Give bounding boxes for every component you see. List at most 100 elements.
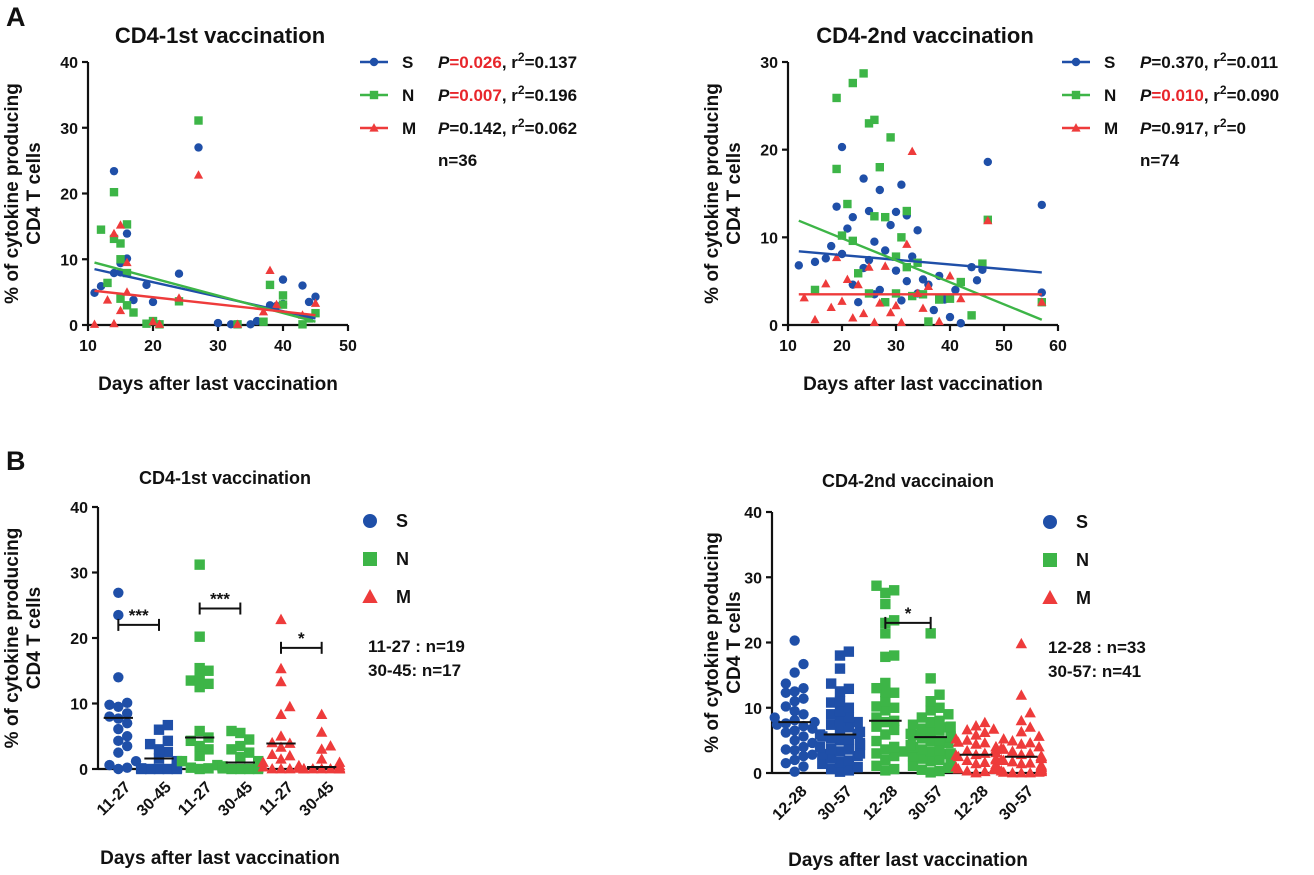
b2-point-s (798, 761, 809, 772)
b2-point-s (789, 766, 800, 777)
b2-point-n (934, 765, 945, 777)
a2-ylabel-line-1: % of cytokine producing (702, 83, 723, 304)
b2-point-m (1015, 689, 1028, 700)
a2-stat-n: P=0.010, r2=0.090 (1140, 83, 1279, 105)
a1-point-m (232, 319, 243, 328)
b2-point-s (789, 635, 800, 646)
b1-point-n (194, 662, 205, 674)
b2-point-m (950, 749, 962, 760)
a2-point-m (826, 302, 836, 312)
b2-point-s (834, 746, 846, 757)
b1-point-s (144, 763, 156, 775)
b2-point-n (925, 735, 936, 747)
b2-point-n (888, 615, 900, 626)
a1-legend-label-s: S (402, 53, 413, 72)
b1-point-m (315, 708, 328, 720)
b2-point-s (843, 683, 855, 695)
a2-point-n (902, 206, 911, 216)
a2-stat-p-label-n: P (1140, 86, 1152, 105)
b2-point-s (780, 678, 792, 689)
b1-legend-marker-m (362, 588, 378, 603)
a2-stat-r-value-n: =0.090 (1227, 86, 1279, 105)
b1-ytick-label: 40 (70, 500, 88, 517)
b1-category-label: 30-45 (134, 779, 175, 820)
a1-point-n (116, 239, 125, 248)
b1-sig-label: * (298, 629, 305, 648)
b2-point-s (825, 743, 837, 755)
b1-point-m (315, 743, 328, 754)
b2-point-n (925, 716, 936, 728)
a2-point-m (891, 300, 901, 310)
a2-fit-line-n (798, 219, 1043, 321)
b1-point-n (253, 755, 264, 767)
b1-n-range: 30-45 (368, 661, 411, 680)
a1-point-m (310, 298, 321, 307)
b2-point-s (834, 696, 846, 707)
a2-point-n (854, 269, 863, 278)
a2-point-n (881, 298, 890, 307)
a1-xtick-label: 20 (144, 338, 162, 355)
a1-point-n (103, 278, 112, 288)
a2-ytick-label: 20 (760, 143, 778, 160)
a1-point-s (174, 269, 184, 278)
b2-point-m (987, 723, 1000, 734)
b2-point-n (905, 728, 916, 740)
b2-n-sep: : (1091, 638, 1106, 657)
b2-point-n (943, 737, 954, 749)
a2-point-s (956, 319, 965, 328)
b1-point-s (113, 747, 124, 758)
b2-point-n (934, 735, 945, 746)
b1-ylabel-line-2: CD4 T cells (24, 587, 45, 689)
a1-stat-p-label-m: P (438, 119, 450, 138)
b2-point-m (1006, 735, 1019, 746)
a2-stat-r-value-s: =0.011 (1227, 53, 1279, 72)
b2-point-n (871, 721, 882, 732)
chart-a1-cd4-1st-vaccination-regression: CD4-1st vaccination % of cytokine produci… (2, 23, 577, 395)
a1-point-m (115, 220, 126, 229)
a2-point-s (951, 285, 960, 295)
a2-point-n (945, 294, 955, 303)
a2-point-m (934, 316, 944, 326)
b2-legend-label-m: M (1076, 588, 1091, 608)
b1-point-s (153, 763, 165, 775)
b2-point-s (834, 766, 846, 777)
b2-point-m (1024, 706, 1036, 718)
b2-point-s (789, 714, 800, 726)
b1-point-n (235, 740, 246, 752)
b1-ytick-label: 10 (70, 697, 88, 714)
a2-legend-marker-s (1071, 57, 1081, 67)
a1-xtick-label: 50 (339, 338, 357, 355)
b2-point-m (979, 737, 991, 748)
a1-ylabel-line-2: CD4 T cells (24, 142, 45, 244)
a2-stat-p-value-m: =0.917 (1151, 119, 1203, 138)
b2-category-label: 30-57 (996, 783, 1037, 824)
a2-point-s (794, 261, 803, 270)
a2-xtick-label: 10 (779, 338, 797, 355)
b2-point-s (789, 667, 800, 678)
b1-category-label: 11-27 (175, 779, 215, 819)
b1-point-n (194, 725, 205, 737)
b2-category-label: 30-57 (815, 783, 856, 824)
b1-point-n (203, 763, 214, 774)
b2-n-line: 30-57: n=41 (1048, 662, 1141, 681)
b1-point-n (243, 747, 255, 758)
a2-xlabel: Days after last vaccination (803, 374, 1043, 395)
b2-point-n (934, 754, 945, 766)
a2-point-m (885, 307, 896, 317)
a1-stat-n: P=0.007, r2=0.196 (438, 83, 577, 105)
b2-point-s (798, 709, 809, 720)
b2-ylabel-line-2: CD4 T cells (724, 591, 745, 693)
a1-stat-r-sup-n: 2 (518, 83, 525, 97)
b2-point-m (1033, 740, 1045, 752)
a2-point-m (945, 271, 955, 280)
b2-category-label: 30-57 (906, 783, 947, 824)
b2-ytick-label: 30 (744, 570, 762, 587)
a2-stat-p-value-n: =0.010 (1151, 86, 1203, 105)
b1-point-n (235, 752, 246, 763)
a1-xtick-label: 10 (79, 338, 97, 355)
b2-point-n (925, 705, 936, 716)
b2-category-label: 12-28 (860, 783, 901, 824)
b2-point-m (1006, 767, 1019, 778)
a1-point-m (109, 318, 119, 328)
